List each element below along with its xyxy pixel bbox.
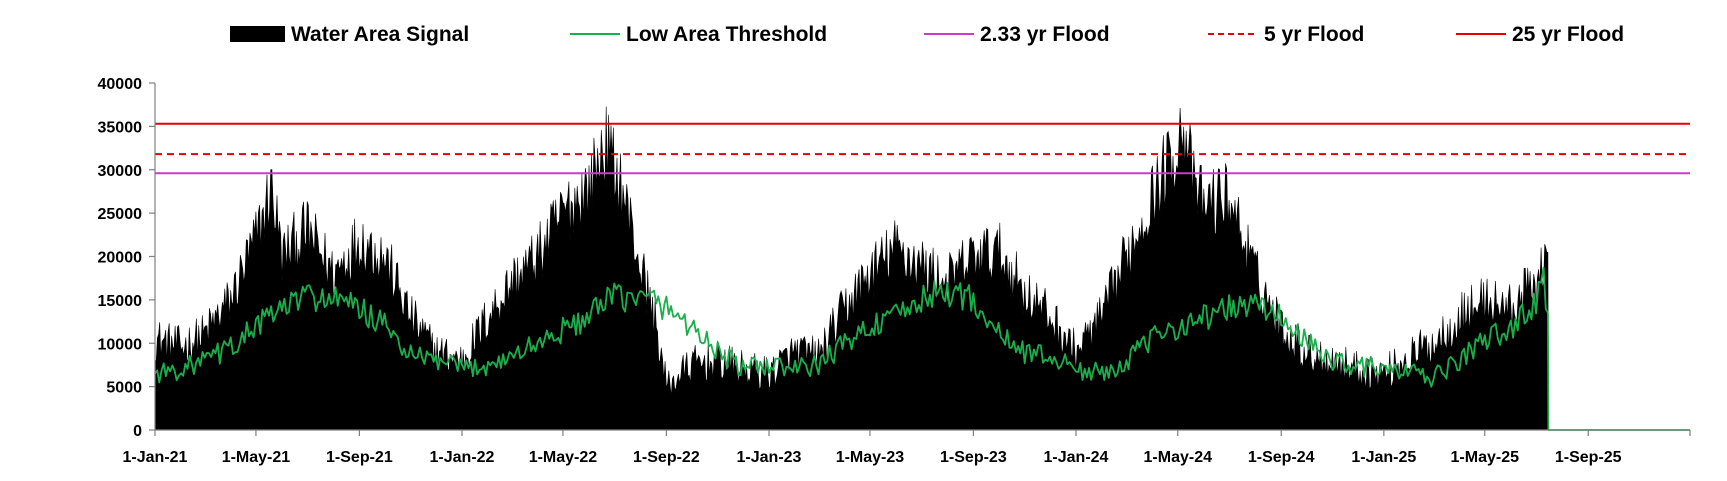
plot-area bbox=[154, 106, 1690, 431]
legend-label-signal: Water Area Signal bbox=[291, 23, 469, 46]
legend: Water Area Signal Low Area Threshold 2.33 … bbox=[230, 23, 1624, 46]
y-tick-label: 40000 bbox=[98, 76, 143, 93]
legend-label-f5: 5 yr Flood bbox=[1264, 23, 1364, 46]
x-tick-label: 1-Sep-25 bbox=[1555, 449, 1622, 466]
x-tick-label: 1-May-22 bbox=[529, 449, 598, 466]
x-tick-label: 1-Sep-22 bbox=[633, 449, 700, 466]
x-tick-label: 1-May-21 bbox=[222, 449, 291, 466]
x-tick-label: 1-May-24 bbox=[1144, 449, 1213, 466]
y-tick-label: 35000 bbox=[98, 119, 143, 136]
y-tick-label: 0 bbox=[133, 423, 142, 440]
x-tick-label: 1-Sep-21 bbox=[326, 449, 393, 466]
x-tick-label: 1-May-23 bbox=[836, 449, 905, 466]
x-tick-label: 1-Jan-25 bbox=[1351, 449, 1416, 466]
legend-label-f25: 25 yr Flood bbox=[1512, 23, 1624, 46]
series-water-area-signal bbox=[154, 106, 1690, 431]
series-low-area-threshold bbox=[154, 266, 1690, 431]
x-tick-label: 1-Sep-23 bbox=[940, 449, 1007, 466]
y-tick-label: 10000 bbox=[98, 336, 143, 353]
y-tick-label: 20000 bbox=[98, 250, 143, 267]
axes: 0 5000 10000 15000 20000 25000 30000 35000 40000… bbox=[98, 76, 1691, 466]
x-tick-label: 1-Sep-24 bbox=[1248, 449, 1315, 466]
y-tick-label: 15000 bbox=[98, 293, 143, 310]
y-tick-label: 30000 bbox=[98, 163, 143, 180]
y-tick-label: 5000 bbox=[106, 380, 142, 397]
x-tick-label: 1-Jan-22 bbox=[430, 449, 495, 466]
x-tick-label: 1-Jan-24 bbox=[1044, 449, 1109, 466]
legend-label-f233: 2.33 yr Flood bbox=[980, 23, 1110, 46]
y-tick-label: 25000 bbox=[98, 206, 143, 223]
legend-swatch-water-area-signal bbox=[230, 26, 285, 42]
legend-label-threshold: Low Area Threshold bbox=[626, 23, 827, 46]
x-tick-label: 1-Jan-23 bbox=[737, 449, 802, 466]
x-tick-label: 1-May-25 bbox=[1451, 449, 1520, 466]
x-tick-label: 1-Jan-21 bbox=[123, 449, 188, 466]
